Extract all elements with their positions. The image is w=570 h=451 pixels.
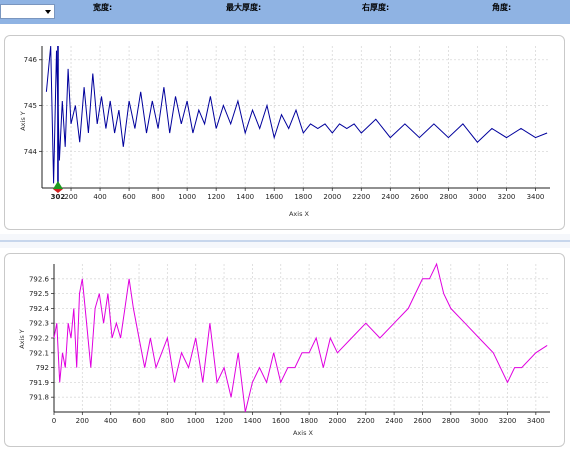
width-label: 宽度: <box>93 3 113 12</box>
x-tick-label: 1200 <box>215 417 233 425</box>
profile-select[interactable] <box>0 4 55 19</box>
x-tick-label: 1200 <box>207 193 225 201</box>
toolbar: 宽度: 最大厚度: 右厚度: 角度: <box>0 0 570 24</box>
x-tick-label: 1600 <box>272 417 290 425</box>
y-tick-label: 792.2 <box>29 335 49 343</box>
x-tick-label: 2400 <box>385 417 403 425</box>
chevron-down-icon[interactable] <box>45 10 51 14</box>
x-tick-label: 800 <box>151 193 164 201</box>
x-tick-label: 2600 <box>410 193 428 201</box>
y-tick-label: 792 <box>36 364 49 372</box>
angle-label: 角度: <box>492 3 512 12</box>
y-axis-label: Axis Y <box>19 111 27 131</box>
height-chart[interactable]: 0 200 400 600 800 1000 1200 1400 1600 1800 2000 220… <box>5 254 566 448</box>
x-tick-label: 1800 <box>300 417 318 425</box>
x-tick-label: 200 <box>64 193 77 201</box>
x-tick-label: 2400 <box>381 193 399 201</box>
x-tick-label: 1600 <box>265 193 283 201</box>
y-tick-label: 745 <box>24 102 37 110</box>
y-tick-label: 791.9 <box>29 379 49 387</box>
x-tick-label: 3200 <box>498 193 516 201</box>
cursor-marker-icon <box>52 181 63 189</box>
x-tick-label: 3000 <box>470 417 488 425</box>
x-tick-label: 200 <box>76 417 89 425</box>
x-tick-label: 800 <box>161 417 174 425</box>
x-tick-label: 0 <box>52 417 56 425</box>
x-tick-label: 3400 <box>527 417 545 425</box>
x-tick-label: 2800 <box>442 417 460 425</box>
x-tick-label: 2200 <box>352 193 370 201</box>
max-thickness-label: 最大厚度: <box>226 3 262 12</box>
y-tick-label: 744 <box>24 148 38 156</box>
y-tick-label: 792.4 <box>29 305 50 313</box>
x-tick-label: 600 <box>132 417 145 425</box>
bottom-chart-panel: 0 200 400 600 800 1000 1200 1400 1600 1800 2000 220… <box>4 253 565 447</box>
y-axis-label: Axis Y <box>18 329 26 349</box>
cursor-marker-label: 302 <box>51 193 66 201</box>
cursor-marker-base-icon <box>52 189 63 193</box>
series-line <box>53 262 548 413</box>
x-axis-label: Axis X <box>289 210 310 218</box>
x-tick-label: 1400 <box>243 417 261 425</box>
y-tick-label: 792.6 <box>29 275 50 283</box>
x-tick-label: 1000 <box>187 417 205 425</box>
top-chart-panel: 200 400 600 800 1000 1200 1400 1600 1800 2000 2200… <box>4 35 565 230</box>
y-tick-label: 792.1 <box>29 349 49 357</box>
x-tick-label: 2600 <box>414 417 432 425</box>
x-tick-label: 2000 <box>329 417 347 425</box>
x-tick-label: 600 <box>122 193 135 201</box>
x-tick-label: 3400 <box>527 193 545 201</box>
x-tick-label: 2200 <box>357 417 375 425</box>
y-tick-label: 792.3 <box>29 320 49 328</box>
y-tick-label: 792.5 <box>29 290 49 298</box>
x-tick-label: 400 <box>93 193 106 201</box>
splitter[interactable] <box>0 234 570 248</box>
x-tick-label: 400 <box>104 417 117 425</box>
y-tick-label: 791.8 <box>29 394 49 402</box>
x-tick-label: 1400 <box>236 193 254 201</box>
thickness-chart[interactable]: 200 400 600 800 1000 1200 1400 1600 1800 2000 2200… <box>5 36 566 231</box>
x-tick-label: 1000 <box>178 193 196 201</box>
x-tick-label: 3200 <box>499 417 517 425</box>
y-tick-label: 746 <box>24 56 38 64</box>
x-axis-label: Axis X <box>293 429 314 437</box>
right-thickness-label: 右厚度: <box>362 3 390 12</box>
x-tick-label: 2800 <box>439 193 457 201</box>
series-line <box>45 45 548 184</box>
x-tick-label: 2000 <box>323 193 341 201</box>
x-tick-label: 3000 <box>469 193 487 201</box>
x-tick-label: 1800 <box>294 193 312 201</box>
